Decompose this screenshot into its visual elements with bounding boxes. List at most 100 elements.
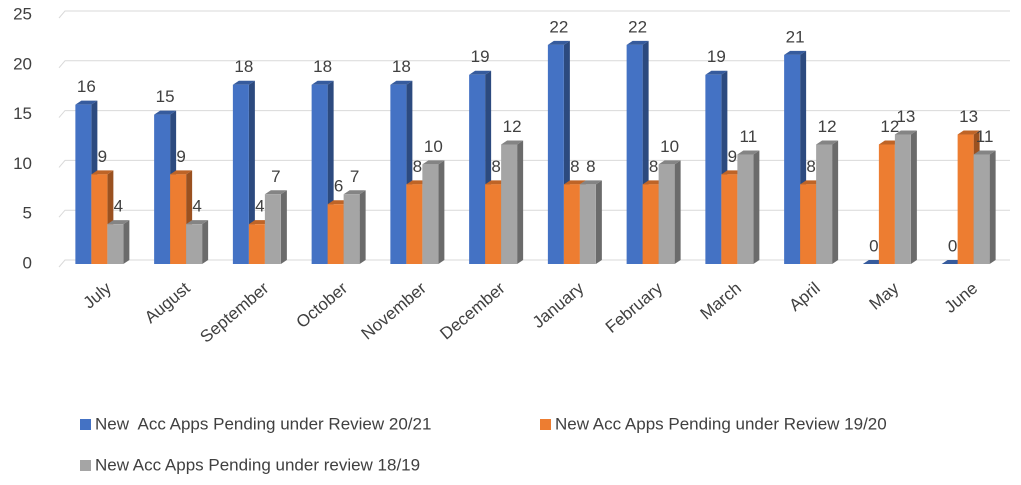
bar-front: [658, 164, 675, 264]
bar-front: [485, 184, 502, 264]
bar: [737, 150, 760, 264]
bar: [973, 150, 996, 264]
data-label: 12: [880, 117, 899, 136]
grid-line: [58, 60, 1010, 69]
bar-front: [547, 44, 564, 264]
y-tick-label: 20: [13, 54, 32, 73]
bar-front: [800, 184, 817, 264]
data-label: 7: [271, 167, 280, 186]
bar: [232, 80, 255, 264]
x-tick-label: May: [866, 278, 903, 314]
bar-front: [264, 194, 281, 264]
bar-side: [248, 80, 255, 264]
bar-top: [784, 50, 807, 55]
data-label: 13: [896, 107, 915, 126]
bar-side: [359, 190, 366, 264]
bar-top: [311, 80, 334, 85]
bar: [816, 140, 839, 264]
grid-line: [58, 209, 1010, 218]
bar-side: [753, 150, 760, 264]
bar-side: [280, 190, 287, 264]
bar-front: [154, 114, 171, 264]
bar-front: [705, 74, 722, 264]
bar: [264, 190, 287, 264]
x-tick-label: July: [80, 278, 116, 312]
data-label: 4: [255, 197, 264, 216]
bar-front: [784, 54, 801, 265]
bar-front: [327, 204, 344, 264]
bar-top: [816, 140, 839, 145]
bar-front: [579, 184, 596, 264]
bar-top: [422, 160, 445, 165]
bar-front: [248, 224, 265, 264]
bar-front: [232, 84, 249, 264]
bar-top: [107, 220, 130, 225]
x-tick-label: August: [141, 278, 194, 327]
bar-front: [894, 134, 911, 264]
data-label: 0: [869, 236, 878, 255]
bar-front: [107, 224, 124, 264]
data-label: 19: [471, 47, 490, 66]
bar: [422, 160, 445, 264]
data-label: 15: [156, 87, 175, 106]
y-tick-label: 10: [13, 154, 32, 173]
bar-top: [91, 170, 114, 175]
bar-side: [910, 130, 917, 264]
bar-side: [202, 220, 209, 264]
bar-top: [626, 40, 649, 45]
bar-side: [989, 150, 996, 264]
grid-line: [58, 259, 1010, 268]
data-label: 10: [424, 137, 443, 156]
data-label: 8: [570, 157, 579, 176]
data-label: 18: [313, 57, 332, 76]
bar-front: [973, 154, 990, 264]
data-label: 0: [948, 236, 957, 255]
data-label: 9: [728, 147, 737, 166]
data-label: 22: [549, 17, 568, 36]
bar: [658, 160, 681, 264]
bar-side: [123, 220, 130, 264]
x-tick-label: April: [785, 279, 823, 315]
bar-top: [579, 180, 602, 185]
bar: [343, 190, 366, 264]
bar-front: [642, 184, 659, 264]
bar-top: [264, 190, 287, 195]
bar-front: [721, 174, 738, 264]
data-label: 19: [707, 47, 726, 66]
data-label: 16: [77, 77, 96, 96]
bar-top: [232, 80, 255, 85]
data-label: 10: [660, 137, 679, 156]
bar-front: [737, 154, 754, 264]
grid-line: [58, 159, 1010, 168]
bar-front: [469, 74, 486, 264]
grid-line: [58, 110, 1010, 118]
data-label: 8: [806, 157, 815, 176]
legend-label: New Acc Apps Pending under review 18/19: [95, 455, 420, 474]
bar: [107, 220, 130, 264]
bar-side: [438, 160, 445, 264]
legend-swatch: [80, 460, 91, 471]
bar-top: [75, 100, 98, 105]
bar-top: [170, 170, 193, 175]
bar-top: [658, 160, 681, 165]
legend-swatch: [540, 419, 551, 430]
bar-side: [517, 140, 524, 264]
bar-top: [154, 110, 177, 115]
bar-front: [343, 194, 360, 264]
bar-top: [957, 130, 980, 135]
data-label: 4: [114, 197, 123, 216]
x-tick-label: February: [602, 278, 667, 337]
bar: [579, 180, 602, 264]
grid-line: [58, 10, 1010, 19]
bar-top: [894, 130, 917, 135]
data-label: 8: [649, 157, 658, 176]
data-label: 9: [176, 147, 185, 166]
bar-top: [737, 150, 760, 155]
data-label: 21: [786, 27, 805, 46]
data-label: 12: [503, 117, 522, 136]
bar-top: [705, 70, 728, 75]
bar-front: [311, 84, 328, 264]
data-label: 18: [392, 57, 411, 76]
data-label: 7: [350, 167, 359, 186]
